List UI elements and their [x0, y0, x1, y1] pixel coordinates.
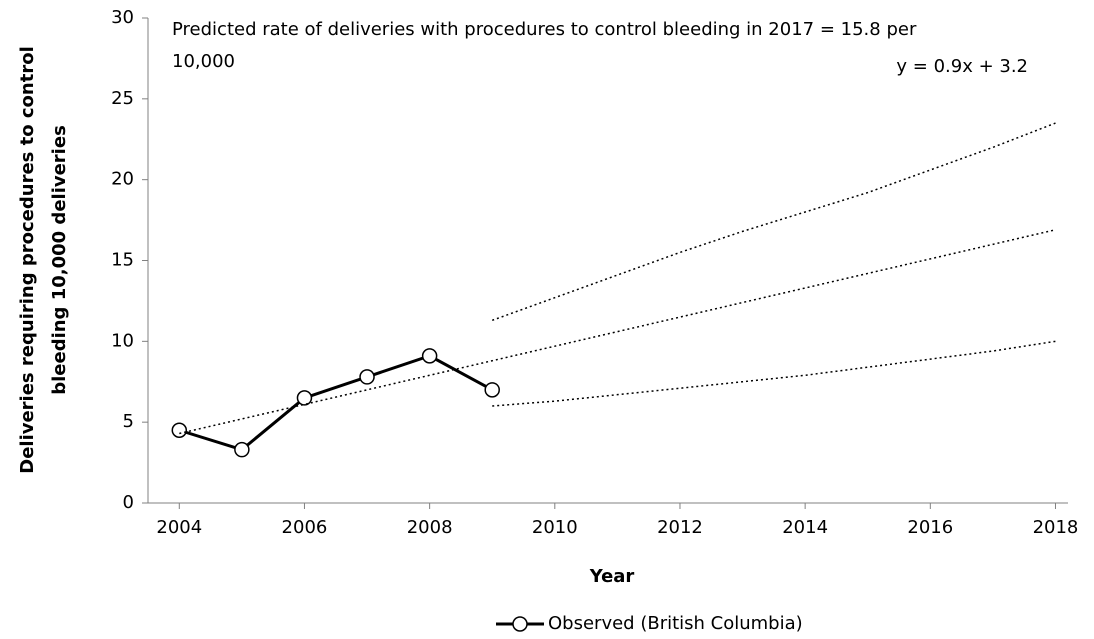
y-tick-label: 20 — [111, 169, 134, 190]
data-point — [234, 441, 250, 458]
x-axis-label: Year — [589, 566, 635, 587]
trend-line — [179, 229, 1056, 435]
y-axis-label-line: Deliveries requiring procedures to contr… — [17, 46, 38, 474]
data-point — [421, 348, 438, 364]
annotation: Predicted rate of deliveries with proced… — [172, 19, 917, 40]
y-tick-label: 25 — [111, 88, 134, 109]
x-tick-label: 2014 — [782, 517, 828, 538]
data-point — [296, 390, 313, 406]
x-tick-label: 2018 — [1033, 517, 1079, 538]
y-tick-label: 5 — [123, 411, 134, 432]
y-tick-label: 10 — [111, 330, 134, 351]
x-tick-label: 2004 — [156, 517, 202, 538]
y-axis-label-line: bleeding 10,000 deliveries — [49, 125, 70, 395]
x-tick-label: 2010 — [532, 517, 578, 538]
legend-marker — [512, 616, 528, 632]
equation: y = 0.9x + 3.2 — [896, 56, 1028, 77]
data-point — [171, 422, 188, 438]
x-tick-label: 2016 — [907, 517, 953, 538]
x-tick-label: 2006 — [282, 517, 328, 538]
y-tick-label: 15 — [111, 250, 134, 271]
y-axis-label: Deliveries requiring procedures to contr… — [17, 46, 70, 474]
legend-label: Observed (British Columbia) — [548, 613, 803, 634]
y-tick-label: 30 — [111, 7, 134, 28]
x-tick-label: 2012 — [657, 517, 703, 538]
annotation: 10,000 — [172, 51, 235, 72]
y-tick-label: 0 — [123, 492, 134, 513]
data-point — [359, 369, 375, 385]
trend-line — [492, 340, 1056, 407]
x-tick-label: 2008 — [407, 517, 453, 538]
series-line — [178, 354, 493, 452]
trend-line — [491, 122, 1056, 322]
data-point — [484, 382, 500, 398]
